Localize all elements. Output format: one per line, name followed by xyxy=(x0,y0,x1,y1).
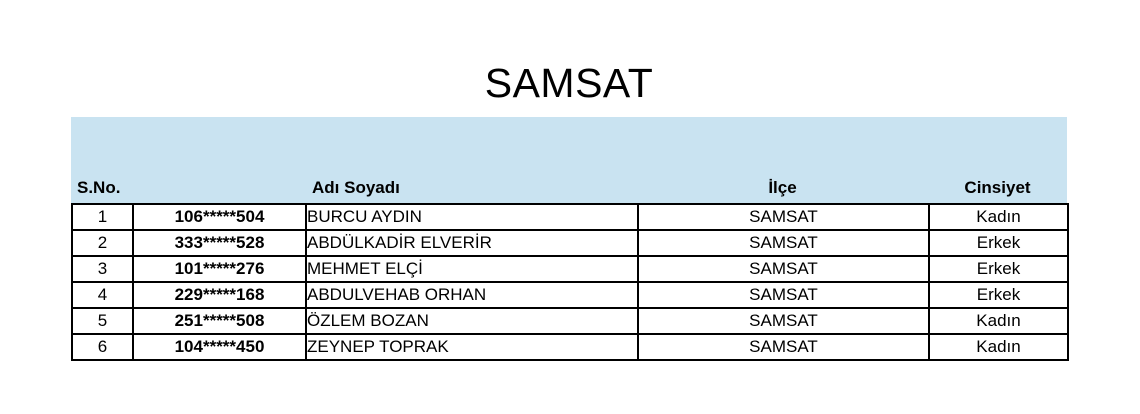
cell-name: ÖZLEM BOZAN xyxy=(305,307,639,335)
cell-gender: Erkek xyxy=(928,255,1069,283)
cell-district: SAMSAT xyxy=(637,203,930,231)
cell-id: 104*****450 xyxy=(132,333,307,361)
cell-district: SAMSAT xyxy=(637,307,930,335)
header-cell-sno: S.No. xyxy=(77,178,121,197)
cell-id: 106*****504 xyxy=(132,203,307,231)
table-row: 6 104*****450 ZEYNEP TOPRAK SAMSAT Kadın xyxy=(71,333,1069,361)
header-cell-name: Adı Soyadı xyxy=(312,178,400,197)
cell-sno: 4 xyxy=(71,281,134,309)
cell-name: ZEYNEP TOPRAK xyxy=(305,333,639,361)
table-row: 3 101*****276 MEHMET ELÇİ SAMSAT Erkek xyxy=(71,255,1069,283)
cell-district: SAMSAT xyxy=(637,281,930,309)
cell-gender: Erkek xyxy=(928,229,1069,257)
cell-id: 333*****528 xyxy=(132,229,307,257)
cell-name: ABDULVEHAB ORHAN xyxy=(305,281,639,309)
cell-sno: 1 xyxy=(71,203,134,231)
cell-gender: Kadın xyxy=(928,307,1069,335)
cell-sno: 2 xyxy=(71,229,134,257)
header-cell-gender: Cinsiyet xyxy=(964,178,1031,197)
page-title: SAMSAT xyxy=(484,60,654,106)
cell-name: MEHMET ELÇİ xyxy=(305,255,639,283)
cell-name: ABDÜLKADİR ELVERİR xyxy=(305,229,639,257)
table-row: 1 106*****504 BURCU AYDIN SAMSAT Kadın xyxy=(71,203,1069,231)
cell-sno: 3 xyxy=(71,255,134,283)
table-row: 2 333*****528 ABDÜLKADİR ELVERİR SAMSAT … xyxy=(71,229,1069,257)
cell-gender: Kadın xyxy=(928,203,1069,231)
cell-gender: Erkek xyxy=(928,281,1069,309)
cell-district: SAMSAT xyxy=(637,229,930,257)
table-row: 4 229*****168 ABDULVEHAB ORHAN SAMSAT Er… xyxy=(71,281,1069,309)
header-cell-district: İlçe xyxy=(768,178,797,197)
cell-gender: Kadın xyxy=(928,333,1069,361)
table-row: 5 251*****508 ÖZLEM BOZAN SAMSAT Kadın xyxy=(71,307,1069,335)
cell-id: 251*****508 xyxy=(132,307,307,335)
table-body: 1 106*****504 BURCU AYDIN SAMSAT Kadın 2… xyxy=(71,203,1069,361)
table-header-band: S.No. Adı Soyadı İlçe Cinsiyet xyxy=(71,117,1067,203)
cell-name: BURCU AYDIN xyxy=(305,203,639,231)
cell-sno: 6 xyxy=(71,333,134,361)
cell-sno: 5 xyxy=(71,307,134,335)
cell-district: SAMSAT xyxy=(637,255,930,283)
cell-id: 101*****276 xyxy=(132,255,307,283)
data-table: 1 106*****504 BURCU AYDIN SAMSAT Kadın 2… xyxy=(71,203,1069,361)
cell-id: 229*****168 xyxy=(132,281,307,309)
cell-district: SAMSAT xyxy=(637,333,930,361)
